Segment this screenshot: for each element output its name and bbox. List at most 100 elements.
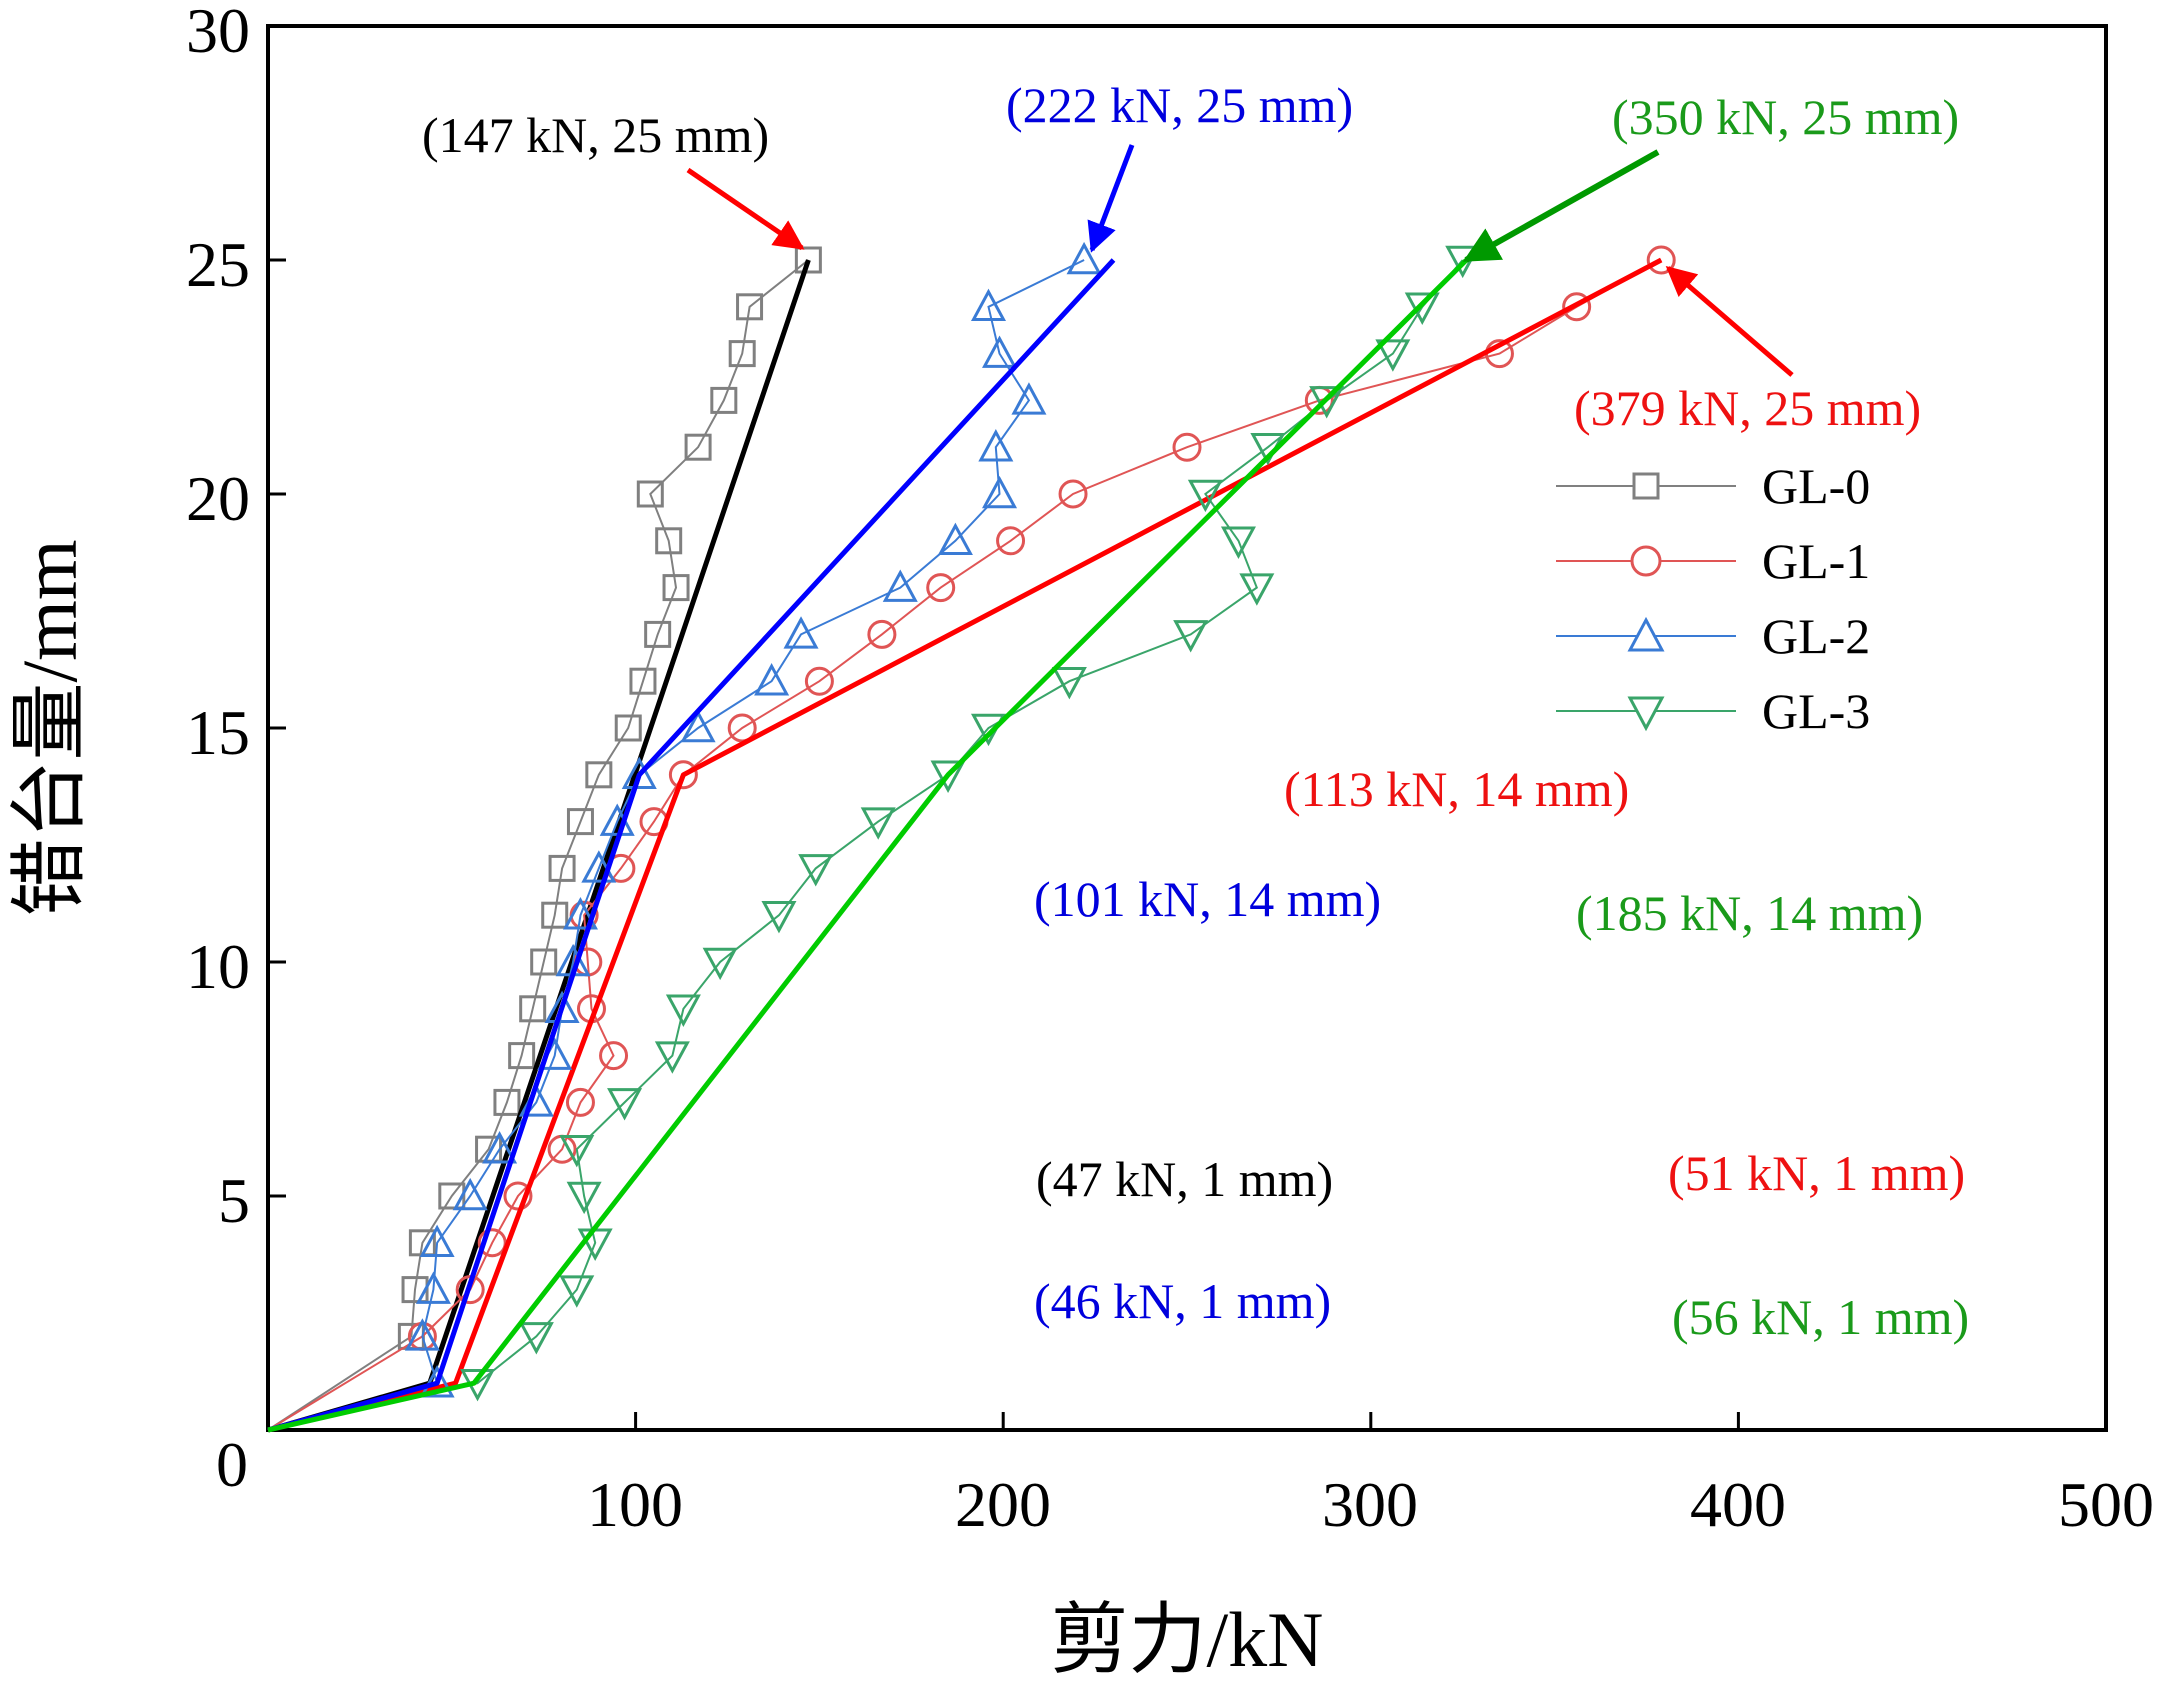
data-point-gl-1-18 <box>996 526 1026 556</box>
annotation-gl1-14mm: (113 kN, 14 mm) <box>1284 761 1629 817</box>
data-point-gl-2-11 <box>562 897 598 930</box>
data-point-gl-2-1 <box>419 1365 455 1398</box>
legend-label-gl3: GL-3 <box>1762 683 1870 739</box>
data-point-gl-2-25 <box>1066 241 1102 275</box>
x-tick-label-300: 300 <box>1322 1469 1418 1540</box>
data-point-gl-2-16 <box>754 663 790 696</box>
data-point-gl-3-18 <box>1239 573 1275 606</box>
series-line-gl-3 <box>267 259 1464 1431</box>
annotation-gl3-14mm: (185 kN, 14 mm) <box>1576 885 1923 941</box>
data-point-gl-3-3 <box>559 1275 595 1308</box>
data-point-gl-3-8 <box>654 1041 690 1074</box>
data-point-gl-2-3 <box>415 1271 451 1304</box>
data-point-gl-1-15 <box>804 666 834 696</box>
fit-line-gl-3 <box>267 258 1469 1433</box>
data-point-gl-2-15 <box>680 709 716 743</box>
annotation-gl0-1mm: (47 kN, 1 mm) <box>1036 1151 1333 1207</box>
data-point-gl-3-10 <box>702 947 738 981</box>
annotation-gl3-1mm: (56 kN, 1 mm) <box>1672 1289 1969 1345</box>
data-point-gl-0-15 <box>629 667 657 695</box>
fit-line-gl-2 <box>267 258 1116 1433</box>
arrow-gl1-end <box>1665 266 1794 377</box>
data-point-gl-0-21 <box>710 386 738 414</box>
y-tick-label-20: 20 <box>186 463 250 534</box>
data-point-gl-3-6 <box>559 1134 595 1168</box>
data-point-gl-1-6 <box>565 1087 595 1117</box>
data-point-gl-0-4 <box>438 1182 466 1210</box>
origin-label: 0 <box>216 1429 248 1500</box>
y-tick-label-5: 5 <box>218 1165 250 1236</box>
data-point-gl-1-4 <box>503 1181 533 1211</box>
legend-square-icon <box>1632 472 1660 500</box>
series-line-gl-0 <box>267 259 810 1431</box>
data-point-gl-0-6 <box>493 1088 521 1116</box>
legend-label-gl2: GL-2 <box>1762 608 1870 664</box>
x-axis-title: 剪力/kN <box>1050 1596 1323 1683</box>
data-point-gl-0-11 <box>548 854 576 882</box>
data-point-gl-3-5 <box>566 1181 602 1215</box>
y-tick-label-25: 25 <box>186 229 250 300</box>
legend-label-gl1: GL-1 <box>1762 533 1870 589</box>
annotation-gl3-25mm: (350 kN, 25 mm) <box>1612 89 1959 145</box>
annotations: (147 kN, 25 mm) (222 kN, 25 mm) (350 kN,… <box>422 77 1969 1345</box>
data-point-gl-0-10 <box>541 901 569 929</box>
data-point-gl-2-17 <box>783 616 819 649</box>
data-point-gl-0-17 <box>662 574 690 602</box>
data-point-gl-0-9 <box>530 948 558 976</box>
annotation-gl1-1mm: (51 kN, 1 mm) <box>1668 1145 1965 1201</box>
data-point-gl-2-6 <box>482 1131 518 1164</box>
data-point-gl-2-5 <box>452 1177 488 1211</box>
data-point-gl-3-11 <box>761 900 797 934</box>
data-point-gl-2-23 <box>982 335 1018 368</box>
data-point-gl-0-13 <box>585 761 613 789</box>
annotation-gl0-25mm: (147 kN, 25 mm) <box>422 107 769 163</box>
legend-circle-icon <box>1630 545 1662 577</box>
data-point-gl-1-23 <box>1562 292 1592 322</box>
fit-line-gl-0 <box>267 259 811 1433</box>
data-point-gl-3-2 <box>518 1322 554 1355</box>
data-point-gl-0-8 <box>519 995 547 1023</box>
y-tick-label-15: 15 <box>186 697 250 768</box>
y-axis-title: 错台量/mm <box>6 539 93 916</box>
arrow-gl3-end <box>1462 149 1660 263</box>
data-point-gl-1-17 <box>926 573 956 603</box>
arrow-gl0-end <box>686 167 805 251</box>
data-point-gl-0-12 <box>566 808 594 836</box>
axis-ticks <box>268 258 1740 1430</box>
data-point-gl-3-20 <box>1187 479 1223 513</box>
data-point-gl-0-7 <box>508 1042 536 1070</box>
data-point-gl-0-20 <box>684 433 712 461</box>
data-point-gl-3-22 <box>1309 386 1345 419</box>
data-point-gl-0-14 <box>614 714 642 742</box>
data-point-gl-2-9 <box>544 990 580 1024</box>
x-tick-label-100: 100 <box>587 1469 683 1540</box>
data-point-gl-0-2 <box>401 1276 429 1304</box>
data-point-gl-3-12 <box>798 854 834 887</box>
data-point-gl-3-19 <box>1220 526 1256 559</box>
arrow-gl2-end <box>1087 144 1135 253</box>
data-point-gl-3-14 <box>930 760 966 793</box>
series-gl-0 <box>267 246 822 1433</box>
y-tick-label-30: 30 <box>186 0 250 66</box>
annotation-gl2-14mm: (101 kN, 14 mm) <box>1034 871 1381 927</box>
series-line-gl-1 <box>267 259 1662 1431</box>
series-layer <box>267 241 1676 1433</box>
x-tick-label-500: 500 <box>2058 1469 2154 1540</box>
data-point-gl-3-17 <box>1173 620 1209 653</box>
data-point-gl-3-9 <box>665 994 701 1027</box>
data-point-gl-1-3 <box>477 1228 507 1258</box>
data-point-gl-2-2 <box>404 1318 440 1351</box>
data-point-gl-1-7 <box>599 1041 629 1071</box>
data-point-gl-3-23 <box>1375 339 1411 372</box>
annotation-gl1-25mm: (379 kN, 25 mm) <box>1574 380 1921 436</box>
data-point-gl-1-16 <box>867 619 897 649</box>
data-point-gl-3-7 <box>607 1088 643 1121</box>
data-point-gl-2-18 <box>882 569 918 602</box>
data-point-gl-0-24 <box>794 246 822 274</box>
legend-triangle-down-icon <box>1627 696 1665 732</box>
data-point-gl-3-13 <box>860 807 896 840</box>
data-point-gl-2-14 <box>621 756 657 790</box>
data-point-gl-2-19 <box>937 522 973 556</box>
data-point-gl-3-16 <box>1051 666 1087 700</box>
